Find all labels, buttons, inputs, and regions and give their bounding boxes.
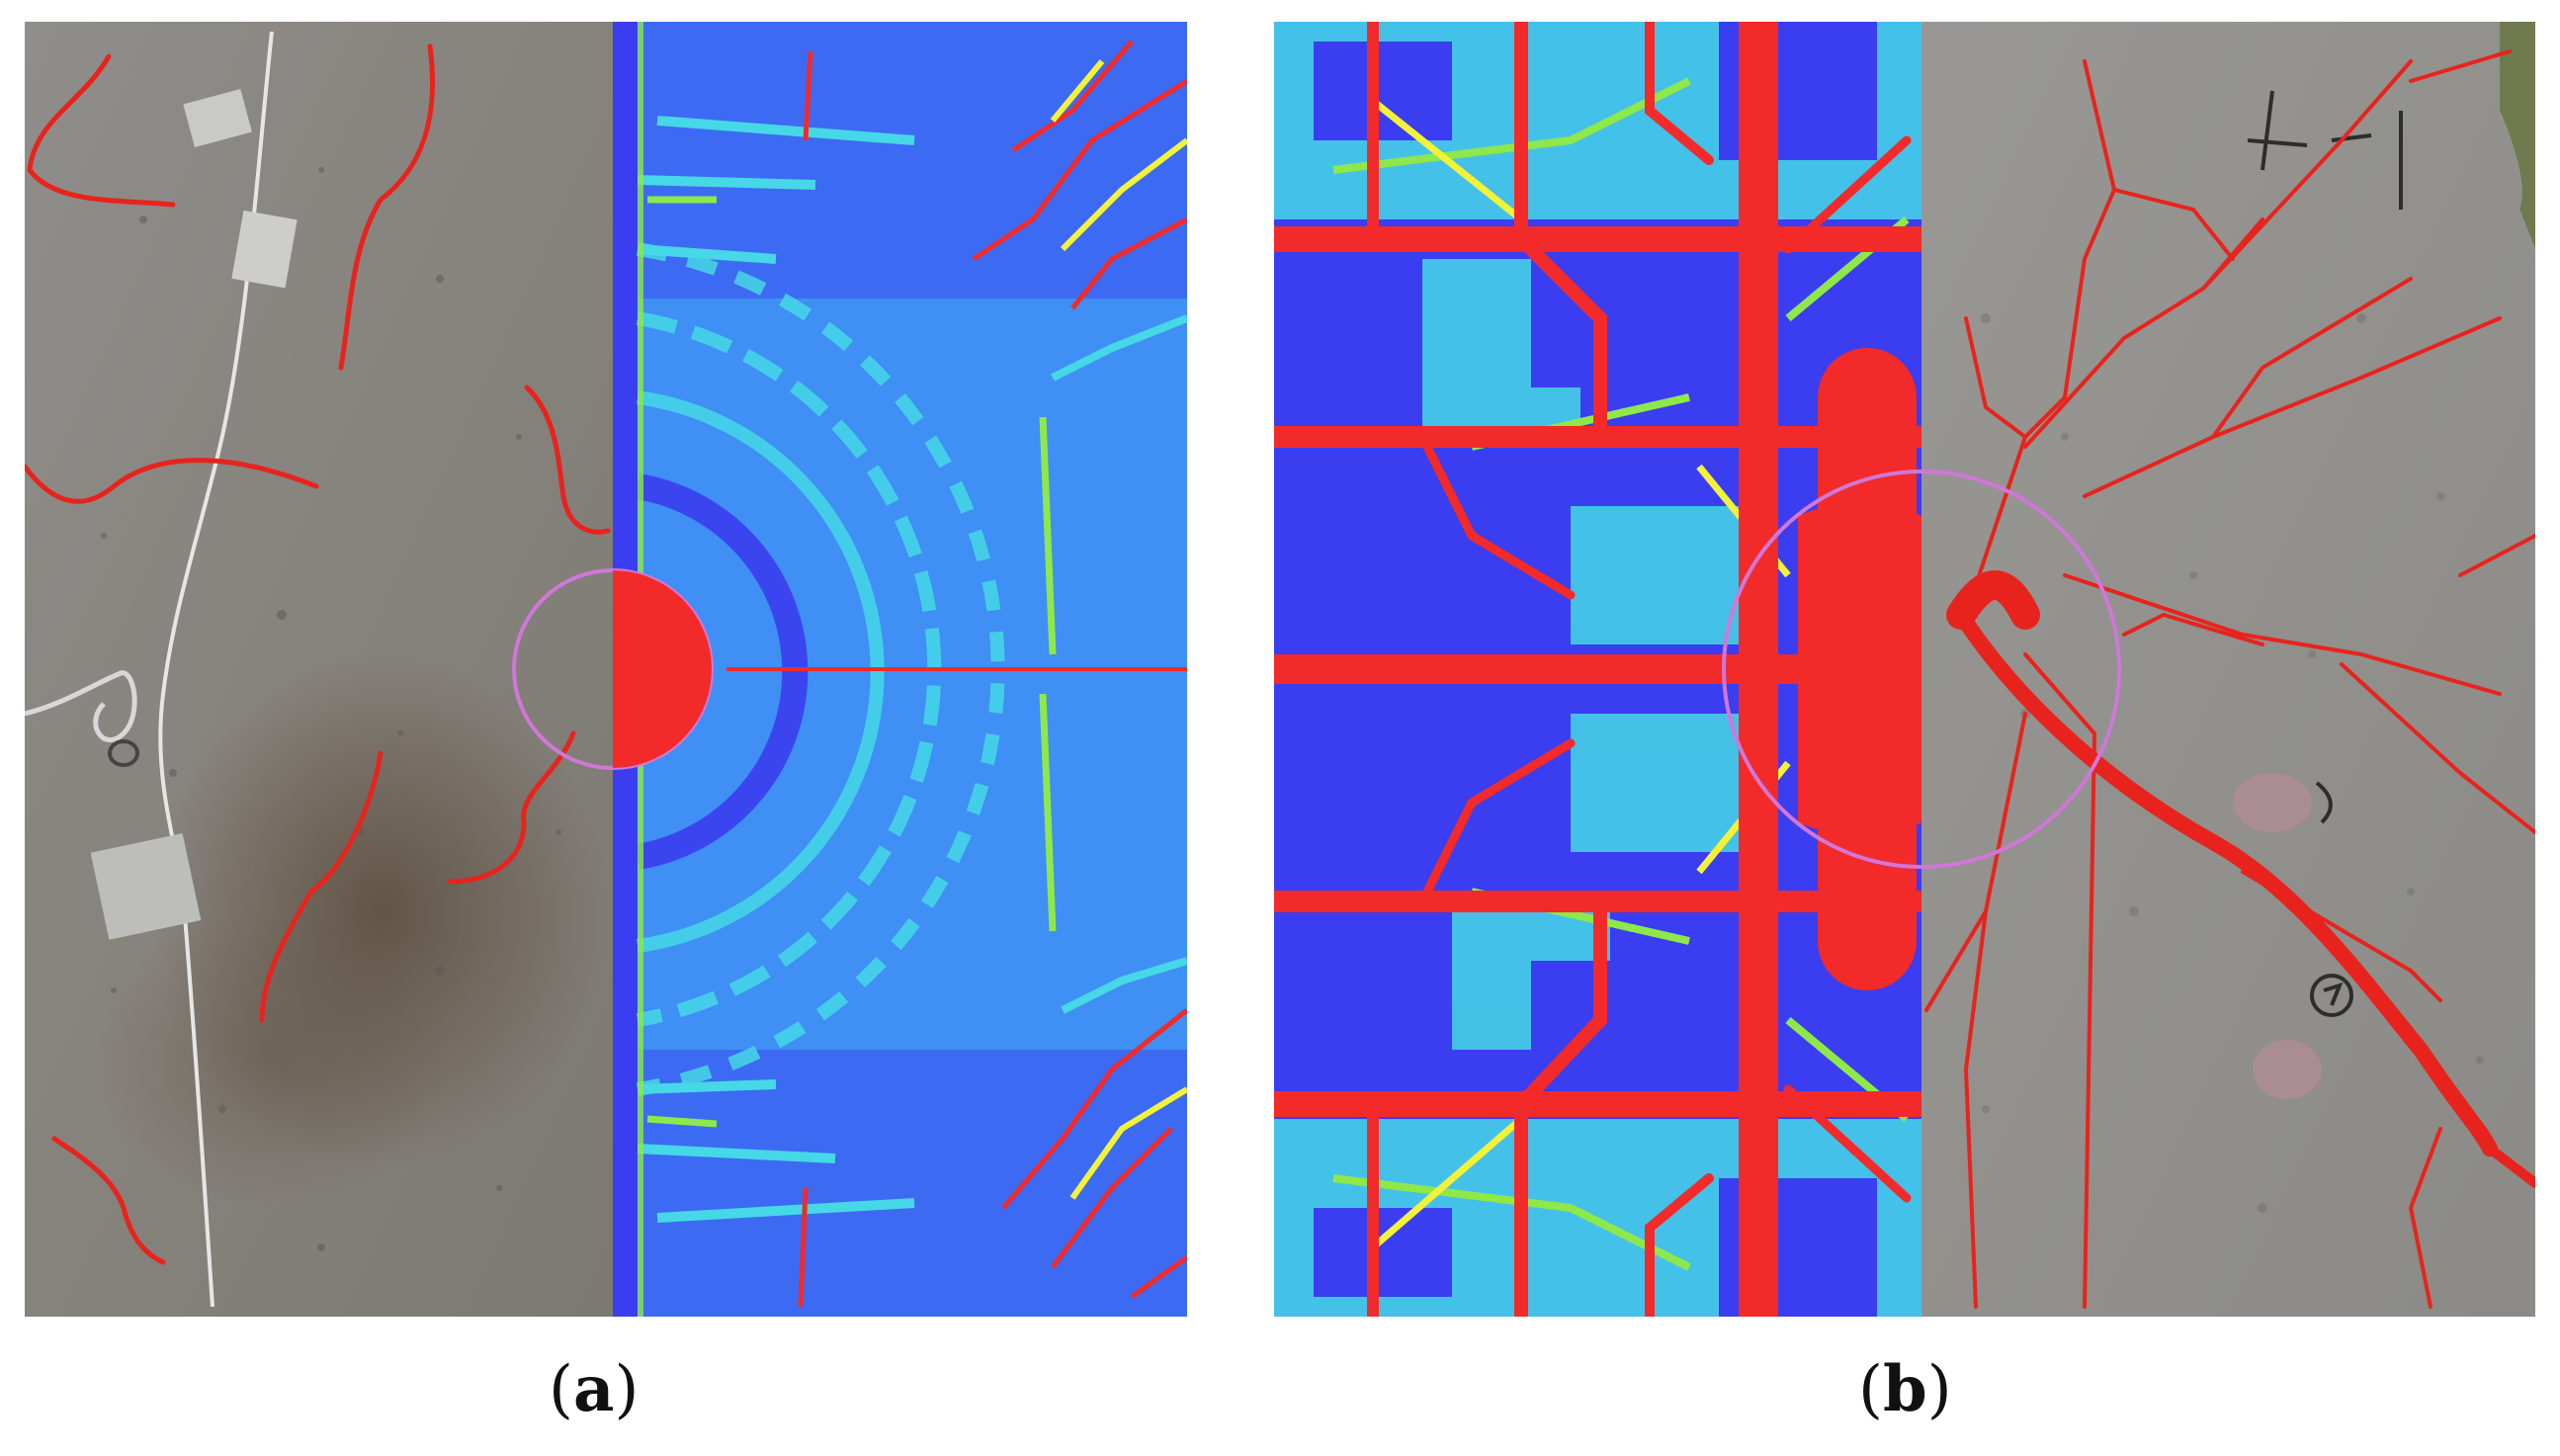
panel-a-image: [25, 22, 1187, 1317]
hole-circle: [1722, 470, 2121, 869]
panel-b-image: [1274, 22, 2535, 1317]
concrete-photo: [25, 22, 613, 1317]
crack-overlay: [25, 43, 611, 1265]
caption-b: (b): [1858, 1352, 1952, 1426]
panel-a: [25, 22, 1187, 1317]
crack-overlay: [1924, 49, 2535, 1309]
caption-a: (a): [549, 1352, 640, 1426]
damage-simulation: [1274, 22, 1936, 1317]
concrete-photo: [1921, 22, 2535, 1317]
panel-b: [1274, 22, 2535, 1317]
handwritten-mark: [2247, 90, 2403, 1017]
